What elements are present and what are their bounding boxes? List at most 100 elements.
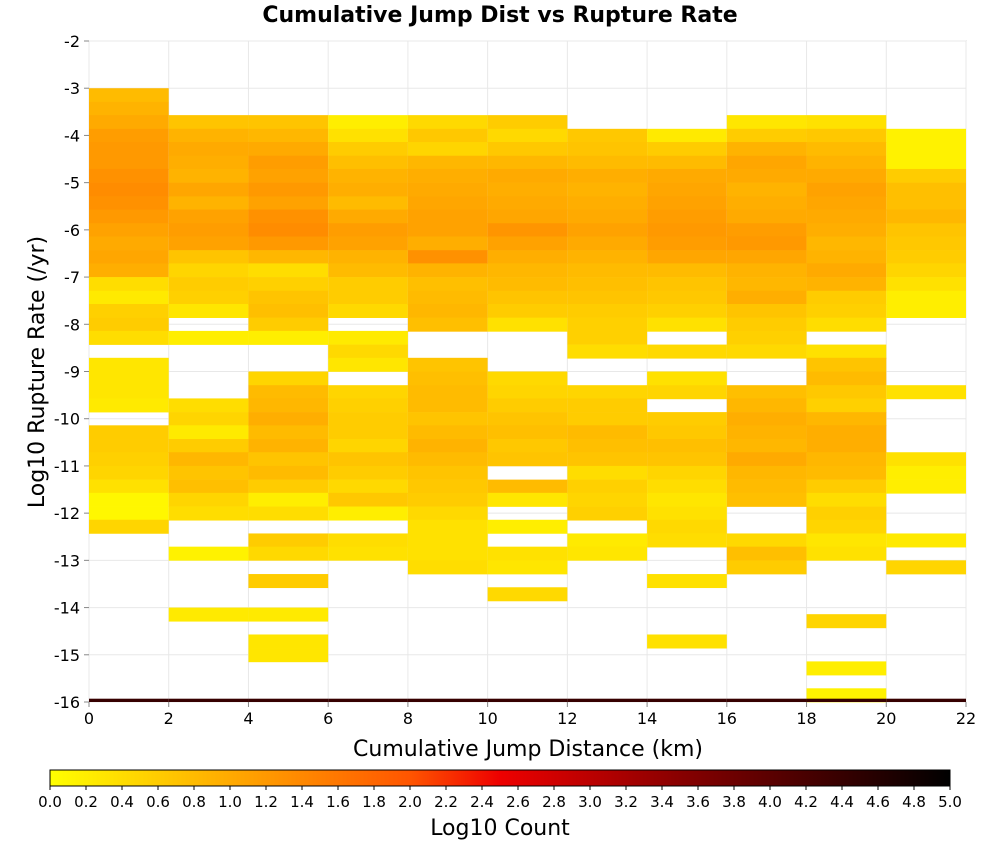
heatmap-cell <box>647 263 727 278</box>
colorbar-tick-label: 1.8 <box>362 793 386 811</box>
colorbar-tick-label: 1.6 <box>326 793 350 811</box>
heatmap-cell <box>886 560 966 575</box>
heatmap-cell <box>886 155 966 170</box>
heatmap-cell <box>248 533 329 548</box>
heatmap-cell <box>487 303 568 318</box>
heatmap-cell <box>726 465 807 480</box>
heatmap-cell <box>647 533 727 548</box>
heatmap-cell <box>328 533 408 548</box>
y-axis-label: Log10 Rupture Rate (/yr) <box>25 236 50 508</box>
heatmap-cell <box>89 385 169 400</box>
heatmap-cell <box>407 412 488 427</box>
heatmap-cell <box>647 250 727 265</box>
heatmap-cell <box>567 412 648 427</box>
heatmap-cell <box>487 492 568 507</box>
heatmap-cell <box>407 533 488 548</box>
heatmap-cell <box>567 182 648 197</box>
heatmap-cell <box>806 661 887 676</box>
heatmap-cell <box>487 128 568 143</box>
heatmap-cell <box>726 209 807 224</box>
heatmap-cell <box>168 546 249 561</box>
heatmap-cell <box>806 344 887 359</box>
heatmap-cell <box>248 479 329 494</box>
heatmap-cell <box>886 303 966 318</box>
heatmap-cell <box>248 142 329 157</box>
floor-band-cell <box>567 698 648 702</box>
heatmap-cell <box>806 425 887 440</box>
heatmap-cell <box>407 182 488 197</box>
heatmap-cell <box>806 439 887 454</box>
heatmap-cell <box>248 371 329 386</box>
heatmap-cell <box>567 263 648 278</box>
heatmap-cell <box>886 250 966 265</box>
heatmap-cell <box>886 236 966 251</box>
heatmap-cell <box>168 425 249 440</box>
heatmap-cell <box>886 385 966 400</box>
heatmap-cell <box>89 371 169 386</box>
heatmap-cell <box>487 479 568 494</box>
heatmap-cell <box>168 277 249 292</box>
heatmap-cell <box>567 533 648 548</box>
heatmap-cell <box>726 412 807 427</box>
y-tick-label: -14 <box>54 599 80 618</box>
heatmap-cell <box>248 128 329 143</box>
heatmap-cell <box>407 250 488 265</box>
y-tick-label: -2 <box>64 32 80 51</box>
heatmap-cell <box>407 357 488 372</box>
colorbar-tick-label: 5.0 <box>938 793 962 811</box>
heatmap-cell <box>89 398 169 413</box>
heatmap-cell <box>248 412 329 427</box>
heatmap-cell <box>248 290 329 305</box>
heatmap-cell <box>89 223 169 238</box>
heatmap-cell <box>407 546 488 561</box>
heatmap-cell <box>726 546 807 561</box>
heatmap-cell <box>647 209 727 224</box>
heatmap-cell <box>647 223 727 238</box>
heatmap-cell <box>168 452 249 467</box>
heatmap-cell <box>248 492 329 507</box>
heatmap-cell <box>806 277 887 292</box>
heatmap-cell <box>726 223 807 238</box>
heatmap-cell <box>248 223 329 238</box>
heatmap-cell <box>89 182 169 197</box>
heatmap-cell <box>168 607 249 622</box>
heatmap-cell <box>89 303 169 318</box>
colorbar <box>49 769 951 787</box>
colorbar-tick-label: 2.2 <box>434 793 458 811</box>
heatmap-cell <box>487 385 568 400</box>
heatmap-cell <box>647 128 727 143</box>
heatmap-cell <box>407 223 488 238</box>
heatmap-cell <box>328 357 408 372</box>
heatmap-cell <box>89 506 169 521</box>
heatmap-cell <box>248 303 329 318</box>
heatmap-cell <box>567 290 648 305</box>
floor-band-cell <box>726 698 807 702</box>
heatmap-cell <box>407 263 488 278</box>
heatmap-cell <box>248 506 329 521</box>
heatmap-cell <box>407 128 488 143</box>
heatmap-cell <box>886 277 966 292</box>
floor-band-cell <box>487 698 568 702</box>
heatmap-cell <box>806 492 887 507</box>
heatmap-cell <box>567 196 648 211</box>
x-tick-label: 14 <box>637 709 657 728</box>
heatmap-cell <box>487 546 568 561</box>
heatmap-cell <box>407 479 488 494</box>
y-tick-label: -6 <box>64 221 80 240</box>
heatmap-cell <box>407 519 488 534</box>
heatmap-cell <box>806 115 887 130</box>
heatmap-cell <box>168 290 249 305</box>
heatmap-cell <box>806 614 887 629</box>
heatmap-cell <box>168 250 249 265</box>
y-tick-label: -8 <box>64 315 80 334</box>
heatmap-cell <box>168 168 249 183</box>
heatmap-cell <box>806 465 887 480</box>
heatmap-cell <box>328 128 408 143</box>
heatmap-cell <box>886 182 966 197</box>
heatmap-cell <box>567 398 648 413</box>
heatmap-cell <box>487 182 568 197</box>
heatmap-cell <box>248 277 329 292</box>
heatmap-cell <box>248 385 329 400</box>
colorbar-tick-label: 1.0 <box>218 793 242 811</box>
heatmap-cell <box>168 196 249 211</box>
